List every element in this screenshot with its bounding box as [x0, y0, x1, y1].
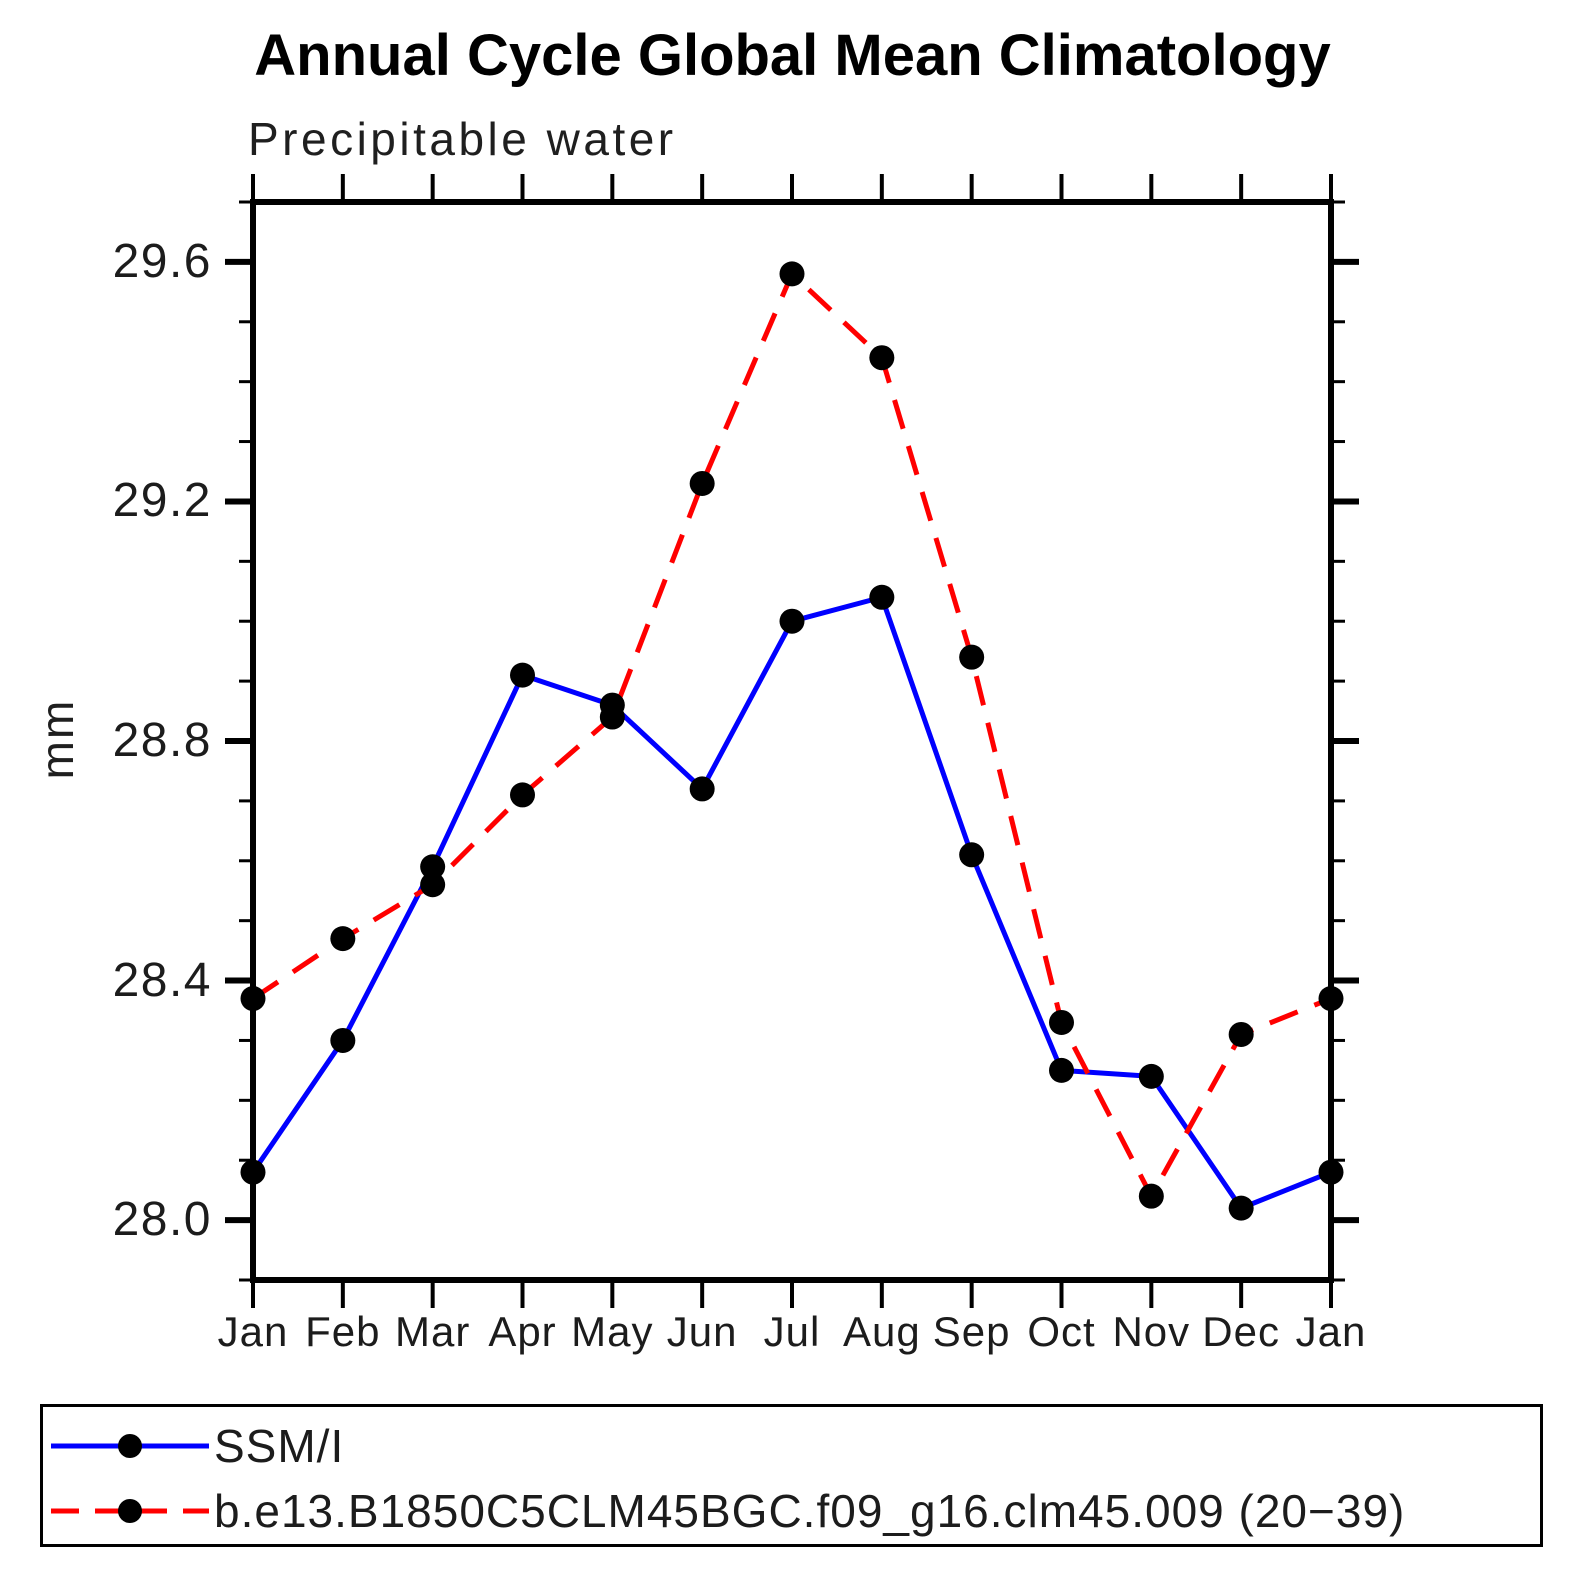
plot-frame	[250, 199, 1334, 1283]
y-tick-label: 28.8	[112, 714, 212, 767]
x-tick-label: Mar	[394, 1308, 471, 1355]
y-tick-label: 28.0	[112, 1193, 212, 1247]
ssmi-data-point	[1228, 1195, 1254, 1221]
x-tick-label: Aug	[842, 1308, 921, 1355]
model-data-point	[1049, 1009, 1074, 1035]
ssmi-data-point	[1049, 1057, 1074, 1083]
chart-title: Annual Cycle Global Mean Climatology	[254, 23, 1331, 88]
legend-label: SSM/I	[214, 1420, 345, 1472]
y-tick-label: 29.6	[112, 234, 212, 288]
y-tick-label: 29.2	[112, 474, 212, 528]
legend-label: b.e13.B1850C5CLM45BGC.f09_g16.clm45.009 …	[214, 1485, 1406, 1537]
ssmi-data-point	[330, 1027, 356, 1053]
model-data-point	[779, 261, 805, 287]
legend-entry-ssmi: SSM/I	[51, 1420, 345, 1472]
model-data-point	[599, 704, 625, 730]
legend-swatch-ssmi	[51, 1434, 209, 1458]
x-tick-label: May	[571, 1308, 654, 1355]
x-tick-label: Sep	[932, 1308, 1011, 1355]
x-tick-label: Dec	[1202, 1308, 1280, 1355]
x-tick-label: Jul	[763, 1308, 821, 1355]
y-tick-label: 28.4	[112, 953, 212, 1007]
ssmi-line-series	[250, 594, 1332, 1211]
model-data-point	[1138, 1183, 1164, 1209]
ssmi-data-point	[240, 1159, 266, 1185]
legend-marker-dot	[118, 1434, 142, 1458]
x-tick-label: Apr	[488, 1308, 557, 1355]
x-tick-label: Jan	[1295, 1308, 1367, 1355]
ssmi-data-point	[1138, 1063, 1164, 1089]
model-data-point	[510, 782, 535, 808]
model-data-point	[1228, 1021, 1254, 1047]
ssmi-data-point	[869, 584, 895, 610]
ssmi-data-point	[959, 842, 985, 868]
model-line-series	[251, 271, 1332, 1199]
ssmi-data-point	[779, 608, 805, 634]
legend-entry-model: b.e13.B1850C5CLM45BGC.f09_g16.clm45.009 …	[51, 1485, 1406, 1537]
x-tick-label: Nov	[1112, 1308, 1191, 1355]
legend: SSM/I b.e13.B1850C5CLM45BGC.f09_g16.clm4…	[40, 1404, 1543, 1547]
model-data-point	[420, 872, 446, 898]
chart-subtitle: Precipitable water	[248, 113, 677, 165]
legend-marker-dot	[118, 1499, 142, 1523]
ssmi-data-point	[1318, 1159, 1344, 1185]
model-data-point	[240, 986, 266, 1012]
ssmi-data-point	[689, 776, 715, 802]
x-tick-label: Oct	[1027, 1308, 1096, 1355]
model-data-point	[689, 470, 715, 496]
model-data-point	[1318, 986, 1344, 1012]
x-tick-label: Feb	[305, 1308, 381, 1355]
model-data-point	[959, 644, 985, 670]
x-tick-label: Jun	[666, 1308, 738, 1355]
ssmi-data-point	[420, 854, 446, 880]
x-tick-label: Jan	[217, 1308, 289, 1355]
model-data-point	[869, 345, 895, 371]
legend-swatch-model	[51, 1499, 209, 1523]
ssmi-data-point	[510, 662, 535, 688]
model-data-point	[330, 926, 356, 952]
